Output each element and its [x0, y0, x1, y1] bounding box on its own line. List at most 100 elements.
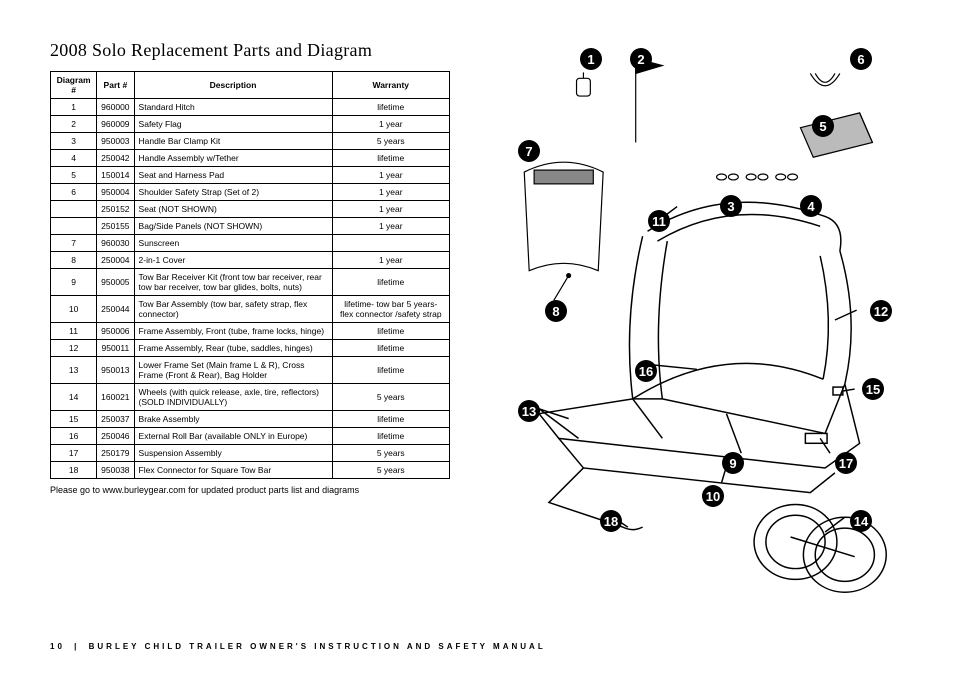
callout-5: 5 [812, 115, 834, 137]
cell-diagram: 5 [51, 167, 97, 184]
parts-table: Diagram # Part # Description Warranty 19… [50, 71, 450, 479]
cell-diagram: 9 [51, 269, 97, 296]
cell-diagram: 12 [51, 340, 97, 357]
cell-desc: Standard Hitch [134, 99, 332, 116]
cell-warranty: lifetime [332, 411, 449, 428]
table-row: 10250044Tow Bar Assembly (tow bar, safet… [51, 296, 450, 323]
cell-desc: Brake Assembly [134, 411, 332, 428]
cell-warranty: 1 year [332, 201, 449, 218]
cell-diagram: 4 [51, 150, 97, 167]
cell-warranty: 1 year [332, 116, 449, 133]
callout-13: 13 [518, 400, 540, 422]
col-part: Part # [97, 72, 134, 99]
cell-warranty: 1 year [332, 218, 449, 235]
cell-diagram: 11 [51, 323, 97, 340]
cell-warranty: lifetime [332, 357, 449, 384]
callout-1: 1 [580, 48, 602, 70]
cell-warranty: lifetime [332, 340, 449, 357]
cell-warranty: 1 year [332, 252, 449, 269]
cell-desc: Tow Bar Assembly (tow bar, safety strap,… [134, 296, 332, 323]
cell-desc: Frame Assembly, Rear (tube, saddles, hin… [134, 340, 332, 357]
cell-part: 250152 [97, 201, 134, 218]
cell-warranty: 1 year [332, 167, 449, 184]
cell-diagram: 17 [51, 445, 97, 462]
table-row: 13950013Lower Frame Set (Main frame L & … [51, 357, 450, 384]
cell-desc: Lower Frame Set (Main frame L & R), Cros… [134, 357, 332, 384]
table-row: 11950006Frame Assembly, Front (tube, fra… [51, 323, 450, 340]
cell-part: 950006 [97, 323, 134, 340]
cell-warranty: lifetime [332, 269, 449, 296]
callout-6: 6 [850, 48, 872, 70]
cell-desc: Handle Assembly w/Tether [134, 150, 332, 167]
cell-part: 250004 [97, 252, 134, 269]
table-row: 3950003Handle Bar Clamp Kit5 years [51, 133, 450, 150]
cell-diagram: 13 [51, 357, 97, 384]
cell-part: 950004 [97, 184, 134, 201]
update-note: Please go to www.burleygear.com for upda… [50, 485, 450, 495]
table-row: 4250042Handle Assembly w/Tetherlifetime [51, 150, 450, 167]
cell-part: 250046 [97, 428, 134, 445]
cell-part: 950005 [97, 269, 134, 296]
callout-16: 16 [635, 360, 657, 382]
cell-part: 250042 [97, 150, 134, 167]
cell-part: 960009 [97, 116, 134, 133]
cell-diagram: 1 [51, 99, 97, 116]
cell-warranty: lifetime [332, 150, 449, 167]
parts-table-section: 2008 Solo Replacement Parts and Diagram … [50, 40, 450, 620]
cell-desc: Seat (NOT SHOWN) [134, 201, 332, 218]
callout-10: 10 [702, 485, 724, 507]
table-row: 250155Bag/Side Panels (NOT SHOWN)1 year [51, 218, 450, 235]
cell-desc: Wheels (with quick release, axle, tire, … [134, 384, 332, 411]
cell-desc: Seat and Harness Pad [134, 167, 332, 184]
cell-warranty: 5 years [332, 445, 449, 462]
cell-diagram: 3 [51, 133, 97, 150]
cell-part: 960000 [97, 99, 134, 116]
cell-warranty: lifetime [332, 428, 449, 445]
cell-desc: Sunscreen [134, 235, 332, 252]
callout-7: 7 [518, 140, 540, 162]
cell-diagram [51, 201, 97, 218]
cell-warranty: 5 years [332, 462, 449, 479]
diagram-svg [470, 40, 904, 600]
cell-warranty [332, 235, 449, 252]
callout-18: 18 [600, 510, 622, 532]
callout-2: 2 [630, 48, 652, 70]
col-desc: Description [134, 72, 332, 99]
table-row: 250152Seat (NOT SHOWN)1 year [51, 201, 450, 218]
callout-3: 3 [720, 195, 742, 217]
callout-9: 9 [722, 452, 744, 474]
table-row: 1960000Standard Hitchlifetime [51, 99, 450, 116]
cell-desc: Frame Assembly, Front (tube, frame locks… [134, 323, 332, 340]
cell-part: 250179 [97, 445, 134, 462]
table-row: 7960030Sunscreen [51, 235, 450, 252]
cell-diagram [51, 218, 97, 235]
cell-diagram: 18 [51, 462, 97, 479]
table-row: 18950038Flex Connector for Square Tow Ba… [51, 462, 450, 479]
cell-diagram: 15 [51, 411, 97, 428]
cell-part: 950011 [97, 340, 134, 357]
callout-14: 14 [850, 510, 872, 532]
callout-17: 17 [835, 452, 857, 474]
cell-warranty: lifetime [332, 99, 449, 116]
callout-4: 4 [800, 195, 822, 217]
exploded-diagram: 126573411812161513917101814 [470, 40, 904, 620]
cell-warranty: 1 year [332, 184, 449, 201]
cell-part: 950003 [97, 133, 134, 150]
cell-part: 960030 [97, 235, 134, 252]
table-row: 6950004Shoulder Safety Strap (Set of 2)1… [51, 184, 450, 201]
cell-part: 150014 [97, 167, 134, 184]
cell-warranty: 5 years [332, 133, 449, 150]
cell-part: 250155 [97, 218, 134, 235]
callout-15: 15 [862, 378, 884, 400]
table-row: 17250179Suspension Assembly5 years [51, 445, 450, 462]
cell-warranty: lifetime- tow bar 5 years- flex connecto… [332, 296, 449, 323]
callout-11: 11 [648, 210, 670, 232]
callout-8: 8 [545, 300, 567, 322]
col-diagram: Diagram # [51, 72, 97, 99]
cell-diagram: 6 [51, 184, 97, 201]
cell-diagram: 16 [51, 428, 97, 445]
cell-diagram: 10 [51, 296, 97, 323]
page-title: 2008 Solo Replacement Parts and Diagram [50, 40, 450, 61]
page-footer: 10 | BURLEY CHILD TRAILER OWNER'S INSTRU… [50, 642, 546, 651]
footer-text: BURLEY CHILD TRAILER OWNER'S INSTRUCTION… [89, 642, 546, 651]
